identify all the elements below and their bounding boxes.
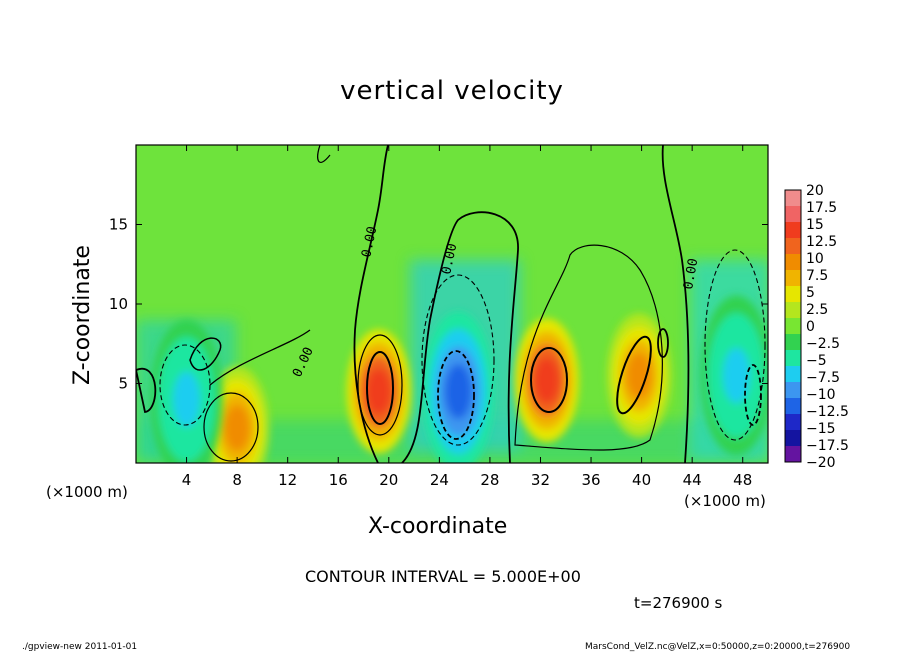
- colorbar-label: −5: [806, 353, 827, 369]
- contour-5-broad: [514, 244, 663, 451]
- feature-updraft-4: [607, 313, 672, 438]
- x-tick-label: 4: [182, 471, 192, 489]
- y-tick-label: 5: [118, 375, 128, 393]
- zero-contour-jagged: [209, 329, 311, 386]
- x-unit-label-right: (×1000 m): [684, 492, 766, 510]
- x-tick-label: 40: [632, 471, 651, 489]
- colorbar-label: −12.5: [806, 404, 849, 420]
- x-axis: 4 8 12 16 20 24 28 32 36 40 44 48: [182, 145, 752, 489]
- colorbar-label: 20: [806, 183, 824, 199]
- contour-label-group: 0.00 0.00 0.00 0.00: [290, 225, 701, 380]
- feature-downdraft-5: [700, 295, 768, 456]
- contour-neg5-left: [159, 344, 211, 426]
- y-axis: 5 10 15: [109, 216, 768, 393]
- feature-updraft-3: [514, 318, 579, 443]
- contour-10-updraft-40: [616, 335, 652, 415]
- footer-left: ./gpview-new 2011-01-01: [22, 642, 138, 652]
- colorbar-label: −2.5: [806, 336, 840, 352]
- colorbar-swatch: [785, 286, 801, 303]
- colorbar-label: −17.5: [806, 438, 849, 454]
- colorbar-label: 10: [806, 251, 824, 267]
- colorbar-swatch: [785, 238, 801, 255]
- colorbar: 2017.51512.5107.552.50−2.5−5−7.5−10−12.5…: [784, 183, 849, 471]
- feature-level-3: [224, 405, 250, 452]
- colorbar-swatch: [785, 350, 801, 367]
- feature-level-3: [534, 357, 560, 404]
- contour-neg5-right: [704, 249, 766, 441]
- contour-5-updraft-8: [203, 392, 259, 462]
- contour-interval-text: CONTOUR INTERVAL = 5.000E+00: [305, 567, 581, 586]
- feature-downdraft-2: [422, 311, 495, 463]
- colorbar-swatch: [785, 334, 801, 351]
- x-tick-label: 16: [329, 471, 348, 489]
- colorbar-frame: [784, 189, 802, 463]
- x-tick-label: 44: [683, 471, 702, 489]
- y-tick-label: 15: [109, 216, 128, 234]
- footer-right: MarsCond_VelZ.nc@VelZ,x=0:50000,z=0:2000…: [585, 642, 851, 652]
- colorbar-swatch: [785, 366, 801, 383]
- x-tick-label: 20: [379, 471, 398, 489]
- contour-label-2: 0.00: [439, 242, 460, 276]
- x-axis-label: X-coordinate: [368, 514, 508, 539]
- colorbar-swatch: [785, 254, 801, 271]
- colorbar-swatch: [785, 222, 801, 239]
- colorbar-label: 17.5: [806, 200, 837, 216]
- feature-level-3: [366, 368, 392, 415]
- x-tick-label: 12: [278, 471, 297, 489]
- zero-contour-top: [317, 145, 331, 163]
- feature-level-3: [722, 348, 750, 404]
- colorbar-swatch: [785, 446, 801, 463]
- colorbar-label: −20: [806, 455, 836, 471]
- time-stamp: t=276900 s: [634, 594, 723, 612]
- feature-level-3: [444, 363, 472, 419]
- y-axis-label: Z-coordinate: [70, 245, 95, 385]
- colorbar-swatch: [785, 414, 801, 431]
- y-tick-label: 10: [109, 295, 128, 313]
- colorbar-label: −10: [806, 387, 836, 403]
- contour-label-3: 0.00: [681, 257, 701, 290]
- contour-neg10-right: [744, 364, 762, 426]
- feature-level-3: [173, 371, 201, 427]
- colorbar-swatch: [785, 206, 801, 223]
- colorbar-swatch: [785, 190, 801, 207]
- contour-10-small-41: [657, 328, 669, 358]
- colorbar-label: 0: [806, 319, 815, 335]
- colorbar-swatch: [785, 318, 801, 335]
- x-tick-label: 36: [581, 471, 600, 489]
- zero-contour-left: [136, 367, 157, 414]
- colorbar-swatch: [785, 382, 801, 399]
- x-tick-label: 32: [531, 471, 550, 489]
- x-tick-label: 8: [232, 471, 242, 489]
- contour-neg10-downdraft: [437, 350, 475, 440]
- zero-contour-small: [189, 337, 222, 371]
- colorbar-label: −15: [806, 421, 836, 437]
- chart-title: vertical velocity: [340, 76, 564, 106]
- colorbar-label: 15: [806, 217, 824, 233]
- colorbar-label: −7.5: [806, 370, 840, 386]
- contour-10-updraft-20: [366, 351, 394, 425]
- x-tick-label: 48: [733, 471, 752, 489]
- contour-5-updraft-20: [357, 334, 403, 436]
- colorbar-swatch: [785, 430, 801, 447]
- colorbar-swatch: [785, 398, 801, 415]
- colorbar-label: 2.5: [806, 302, 828, 318]
- x-unit-label-left: (×1000 m): [46, 483, 128, 501]
- contour-label-1: 0.00: [359, 225, 380, 259]
- colorbar-label: 5: [806, 285, 815, 301]
- colorbar-swatch: [785, 270, 801, 287]
- contour-lines: [136, 145, 766, 463]
- contour-neg5-downdraft: [421, 274, 495, 446]
- contour-10-updraft-32: [530, 347, 568, 413]
- feature-level-3: [626, 352, 652, 399]
- x-tick-label: 28: [480, 471, 499, 489]
- zero-contour-3: [661, 145, 690, 463]
- x-tick-label: 24: [430, 471, 449, 489]
- colorbar-label: 7.5: [806, 268, 828, 284]
- colorbar-swatch: [785, 302, 801, 319]
- colorbar-label: 12.5: [806, 234, 837, 250]
